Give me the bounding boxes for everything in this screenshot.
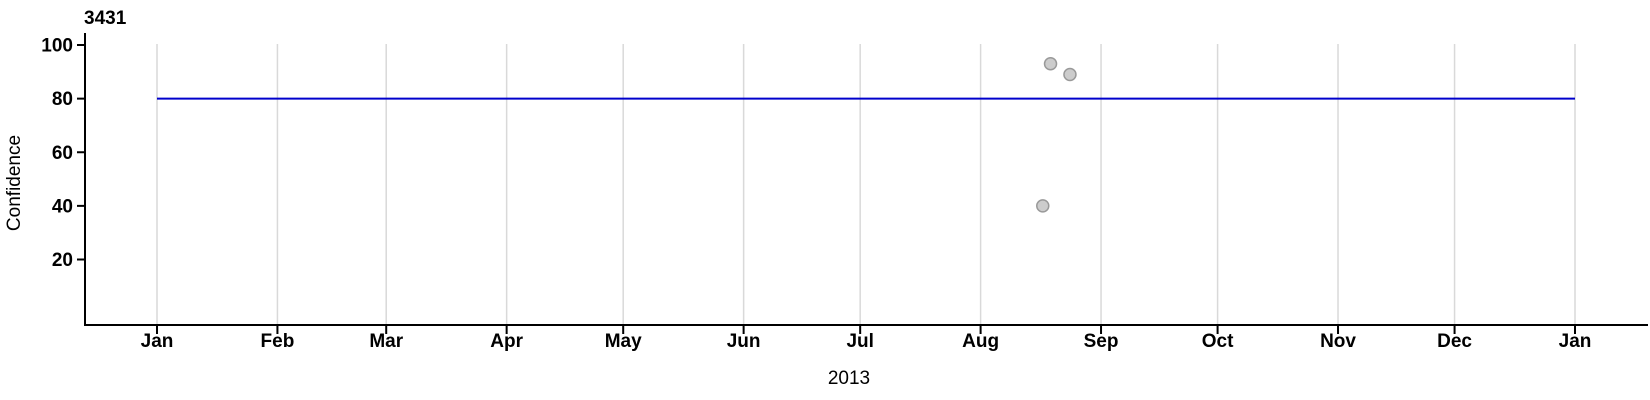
x-tick-label: Mar — [369, 331, 403, 352]
x-tick-label: Jan — [141, 331, 174, 352]
chart-title: 3431 — [84, 8, 127, 29]
x-tick-label: May — [605, 331, 642, 352]
y-tick-label: 100 — [41, 36, 73, 57]
y-axis-title: Confidence — [4, 135, 25, 231]
x-axis-title: 2013 — [828, 368, 870, 389]
data-point — [1043, 57, 1058, 71]
x-tick-label: Jun — [727, 331, 761, 352]
x-tick-label: Dec — [1437, 331, 1472, 352]
axis-layer — [84, 33, 1648, 326]
x-tick-label: Jan — [1559, 331, 1592, 352]
x-tick-label: Apr — [490, 331, 523, 352]
x-tick-label: Oct — [1202, 331, 1234, 352]
y-tick-label: 80 — [52, 89, 73, 110]
y-tick-label: 20 — [52, 250, 73, 271]
data-point — [1036, 199, 1050, 213]
x-tick-label: Aug — [962, 331, 999, 352]
tick-layer — [77, 44, 1576, 334]
x-tick-label: Sep — [1084, 331, 1119, 352]
data-point-layer — [1036, 57, 1077, 213]
tick-label-layer: 20 40 60 80 100 Jan Feb Mar Apr May Jun Jul Aug Sep Oc… — [41, 36, 1591, 353]
x-tick-label: Jul — [846, 331, 873, 352]
x-tick-label: Nov — [1320, 331, 1356, 352]
x-tick-label: Feb — [261, 331, 295, 352]
y-tick-label: 60 — [52, 143, 73, 164]
gridline-layer — [156, 44, 1576, 324]
data-point — [1063, 67, 1077, 82]
y-tick-label: 40 — [52, 196, 73, 217]
